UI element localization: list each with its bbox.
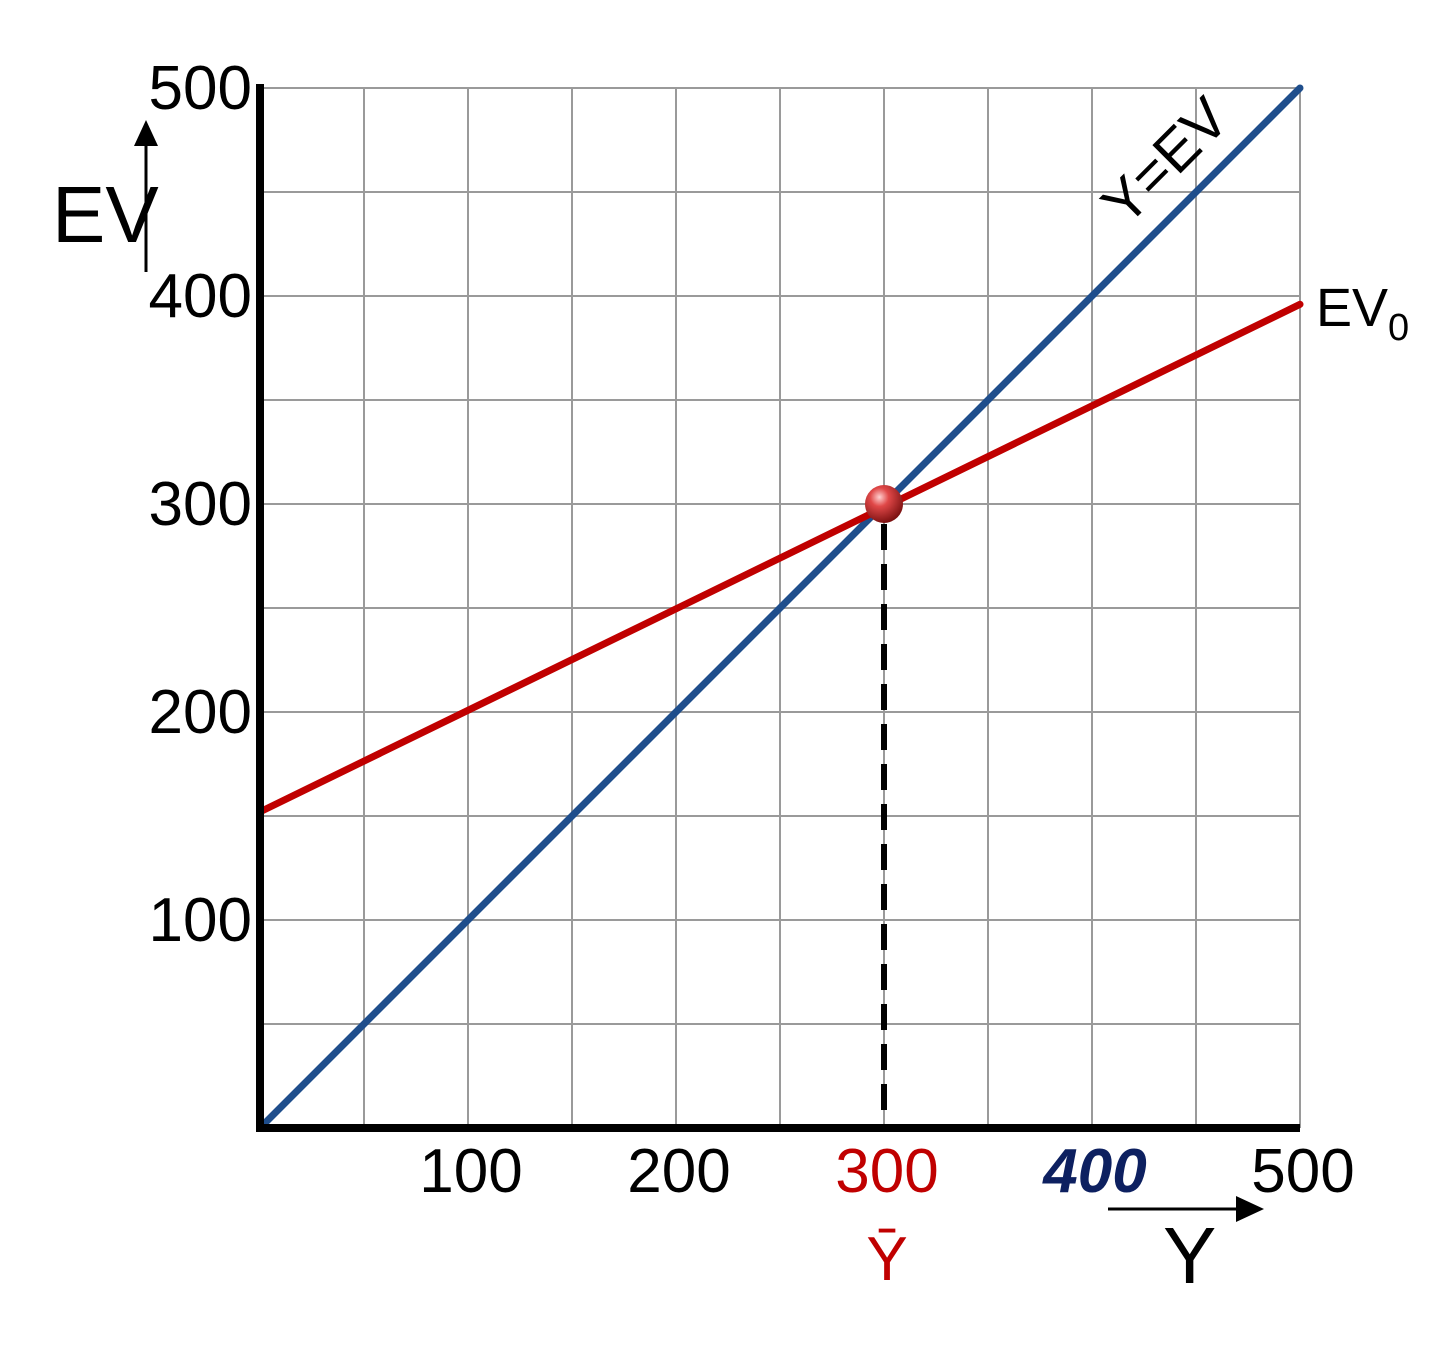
y-tick-label: 500 <box>149 54 252 123</box>
annotations: Ȳ EV Y Y=EV EV0 <box>52 85 1409 1300</box>
series-label-ev0: EV0 <box>1316 278 1409 349</box>
x-axis-arrow-head <box>1236 1196 1264 1222</box>
y-axis-title: EV <box>52 170 159 259</box>
x-tick-label: 100 <box>419 1137 522 1206</box>
tick-labels: 100 200 300 400 500 100 200 300 400 500 <box>149 54 1355 1206</box>
x-tick-label: 200 <box>627 1137 730 1206</box>
x-axis-title: Y <box>1163 1211 1216 1300</box>
series-label-y-equals-ev: Y=EV <box>1089 85 1241 237</box>
y-tick-label: 300 <box>149 470 252 539</box>
grid-lines <box>260 87 1301 1128</box>
y-tick-label: 100 <box>149 886 252 955</box>
y-tick-label: 200 <box>149 678 252 747</box>
axes <box>256 84 1300 1132</box>
equilibrium-output-label: Ȳ <box>866 1225 907 1294</box>
x-tick-label: 300 <box>835 1137 938 1206</box>
x-tick-label: 500 <box>1251 1137 1354 1206</box>
y-axis-arrow-head <box>134 120 158 146</box>
y-tick-label: 400 <box>149 262 252 331</box>
series-line-1 <box>256 300 1304 816</box>
equilibrium-point <box>865 485 903 523</box>
x-tick-label: 400 <box>1041 1137 1146 1206</box>
series-line-0 <box>256 84 1304 1132</box>
series-lines <box>256 84 1304 1132</box>
